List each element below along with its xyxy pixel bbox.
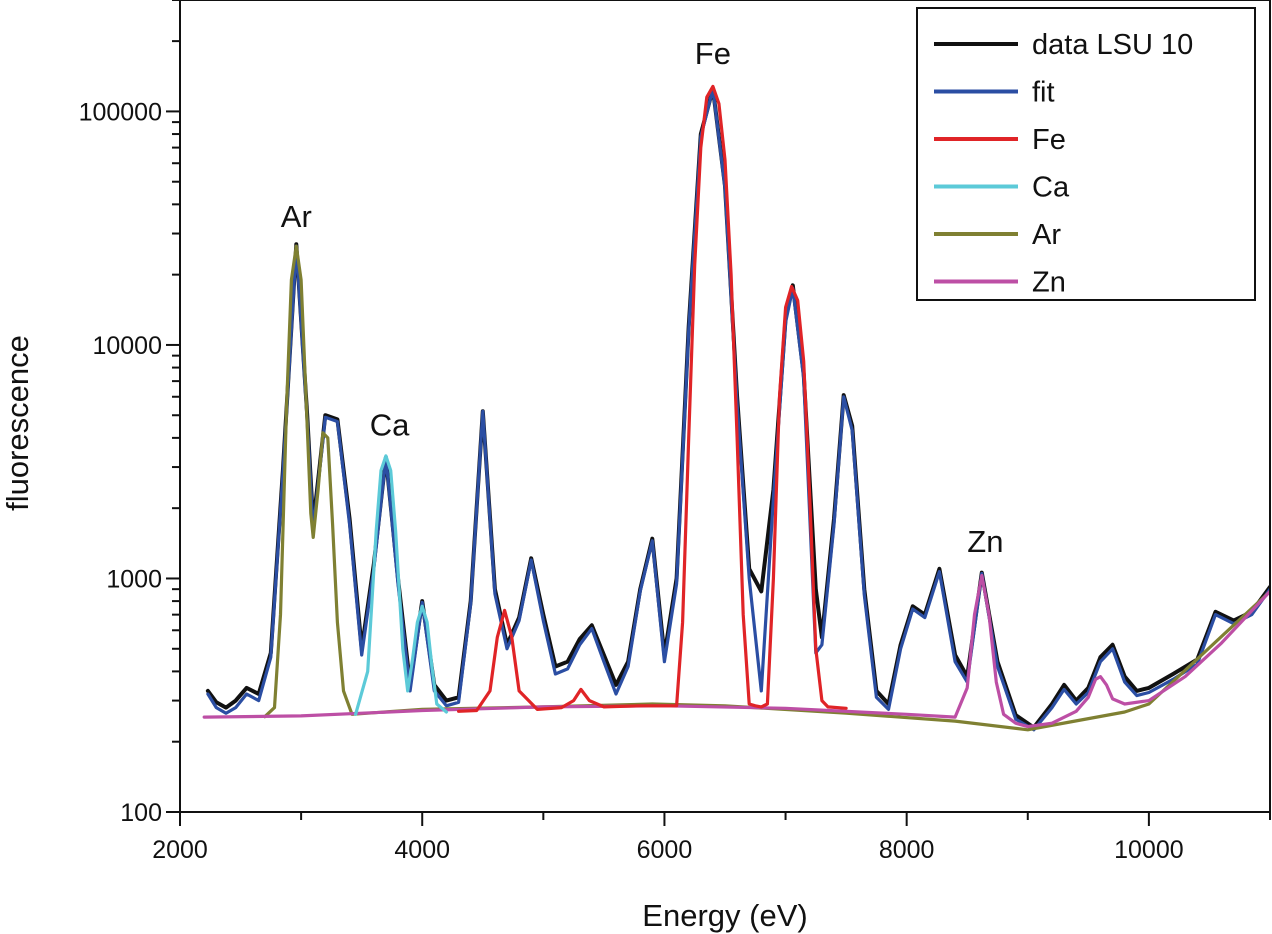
legend-label-ar: Ar bbox=[1032, 219, 1061, 251]
x-tick-label: 8000 bbox=[879, 836, 935, 864]
x-axis-title: Energy (eV) bbox=[642, 898, 807, 933]
y-axis-ticks: 100 1000 10000 100000 bbox=[79, 0, 180, 827]
y-tick-label: 100000 bbox=[79, 98, 162, 126]
x-axis-ticks: 2000 4000 6000 8000 10000 bbox=[152, 812, 1271, 864]
legend-box bbox=[916, 7, 1256, 301]
plot-lines bbox=[202, 84, 1270, 732]
peak-label-zn: Zn bbox=[967, 524, 1003, 559]
series-line-fe bbox=[457, 84, 848, 713]
y-tick-label: 1000 bbox=[106, 565, 162, 593]
peak-annotations: Ar Ca Fe Zn bbox=[281, 36, 1004, 559]
peak-label-ca: Ca bbox=[370, 407, 410, 442]
y-axis-title: fluorescence bbox=[0, 335, 35, 511]
legend-items: data LSU 10 fit Fe Ca Ar Zn bbox=[934, 29, 1193, 299]
x-tick-label: 6000 bbox=[637, 836, 693, 864]
legend: data LSU 10 fit Fe Ca Ar Zn bbox=[916, 7, 1256, 301]
legend-label-fe: Fe bbox=[1032, 124, 1066, 156]
legend-label-zn: Zn bbox=[1032, 267, 1066, 299]
series-line-zn bbox=[202, 573, 1270, 729]
series-line-ar bbox=[263, 244, 1270, 732]
legend-label-ca: Ca bbox=[1032, 172, 1070, 204]
peak-label-ar: Ar bbox=[281, 199, 312, 234]
y-tick-label: 100 bbox=[120, 799, 162, 827]
peak-label-fe: Fe bbox=[695, 36, 731, 71]
x-tick-label: 4000 bbox=[394, 836, 450, 864]
series-line-ca bbox=[354, 454, 448, 716]
plot-frame bbox=[179, 0, 1271, 813]
legend-label-fit: fit bbox=[1032, 77, 1055, 109]
x-tick-label: 2000 bbox=[152, 836, 208, 864]
legend-label-data-lsu-10: data LSU 10 bbox=[1032, 29, 1193, 61]
x-tick-label: 10000 bbox=[1114, 836, 1184, 864]
y-tick-label: 10000 bbox=[92, 332, 162, 360]
